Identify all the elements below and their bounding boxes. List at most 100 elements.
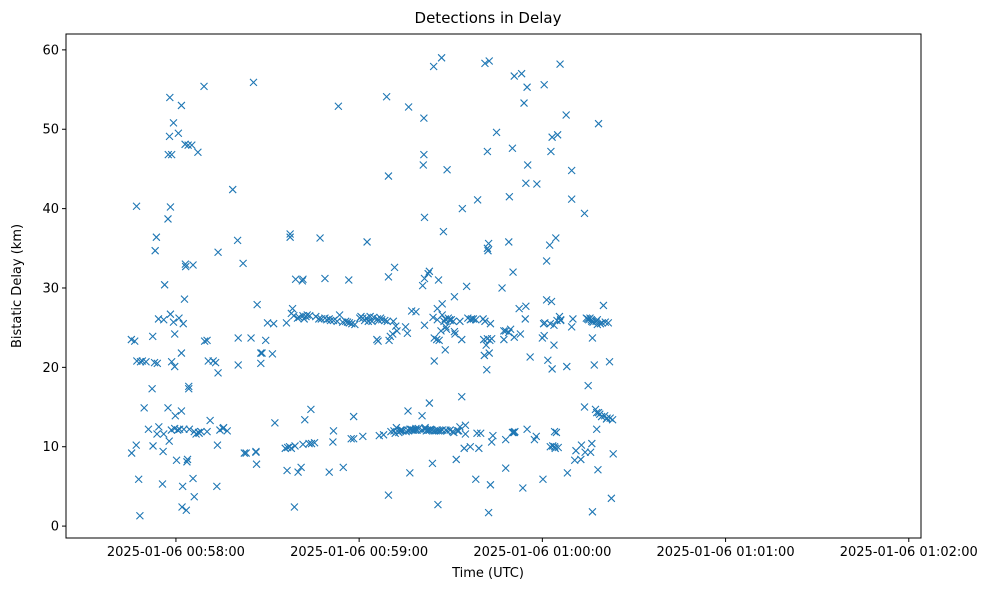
data-point (349, 434, 358, 443)
data-point (432, 335, 441, 344)
data-point (569, 315, 577, 323)
data-point (269, 319, 278, 328)
data-point (510, 333, 519, 342)
data-point (474, 444, 483, 453)
data-point (286, 233, 295, 242)
data-point (552, 428, 561, 437)
data-point (471, 315, 480, 324)
data-point (562, 362, 571, 371)
data-point (577, 441, 586, 450)
data-point (548, 133, 557, 142)
data-point (165, 437, 174, 446)
data-point (233, 236, 242, 245)
chart-title: Detections in Delay (415, 9, 562, 27)
data-point (405, 469, 414, 477)
data-point (437, 53, 446, 62)
data-point (377, 315, 386, 324)
data-point (521, 302, 530, 311)
x-tick-label: 2025-01-06 00:59:00 (290, 545, 428, 560)
data-point (453, 426, 462, 435)
data-point (321, 274, 329, 283)
data-point (487, 334, 496, 343)
data-point (150, 358, 159, 367)
data-point (200, 82, 208, 91)
data-point (197, 427, 205, 436)
data-point (404, 407, 412, 415)
data-point (608, 415, 617, 424)
data-point (179, 319, 188, 328)
data-point (252, 448, 260, 457)
data-point (551, 234, 560, 242)
data-point (329, 426, 338, 435)
x-tick-label: 2025-01-06 00:58:00 (107, 545, 245, 560)
data-point (592, 425, 601, 434)
data-point (384, 172, 393, 180)
y-tick-label: 50 (42, 123, 59, 138)
data-point (399, 426, 408, 435)
data-point (167, 150, 176, 159)
data-point (401, 322, 410, 331)
data-point (521, 179, 530, 188)
data-point (179, 425, 188, 434)
data-point (213, 441, 222, 450)
data-point (310, 438, 319, 447)
data-point (363, 238, 371, 246)
data-point (159, 315, 168, 324)
data-point (293, 314, 302, 323)
data-point (424, 269, 433, 278)
data-point (203, 427, 211, 436)
data-point (316, 234, 324, 242)
data-point (158, 480, 167, 488)
data-point (228, 185, 237, 194)
data-point (563, 469, 572, 477)
data-point (153, 359, 162, 368)
data-point (200, 337, 209, 346)
data-point (153, 430, 161, 438)
data-point (456, 317, 464, 326)
data-point (594, 465, 602, 474)
data-point (159, 430, 168, 438)
data-point (430, 357, 439, 365)
data-point (518, 484, 527, 492)
data-point (483, 147, 492, 156)
data-point (379, 430, 388, 439)
data-point (307, 439, 316, 448)
data-point (532, 180, 541, 188)
data-point (177, 407, 186, 415)
data-point (542, 257, 551, 265)
data-point (576, 455, 585, 464)
data-point (482, 365, 491, 374)
data-point (253, 300, 262, 309)
data-point (212, 482, 221, 491)
data-point (219, 424, 227, 433)
data-point (347, 319, 356, 328)
data-point (183, 457, 191, 466)
data-point (487, 438, 496, 446)
data-point (441, 346, 450, 354)
data-point (283, 466, 291, 475)
data-point (183, 455, 192, 464)
data-point (286, 230, 295, 238)
data-point (185, 425, 194, 434)
data-point (345, 319, 354, 327)
data-point (523, 161, 532, 169)
data-point (420, 213, 429, 222)
data-point (211, 358, 220, 367)
data-point (506, 325, 515, 334)
data-point (434, 276, 443, 284)
data-point (515, 304, 524, 313)
data-point (450, 327, 459, 336)
data-point (136, 511, 144, 520)
data-point (418, 281, 427, 290)
data-point (167, 357, 176, 366)
data-point (556, 60, 564, 69)
data-point (178, 482, 187, 491)
data-point (234, 361, 243, 369)
data-point (590, 361, 599, 369)
data-point (480, 351, 489, 360)
data-point (596, 319, 605, 328)
data-point (489, 431, 497, 440)
data-point (290, 503, 299, 511)
data-point (539, 475, 547, 484)
